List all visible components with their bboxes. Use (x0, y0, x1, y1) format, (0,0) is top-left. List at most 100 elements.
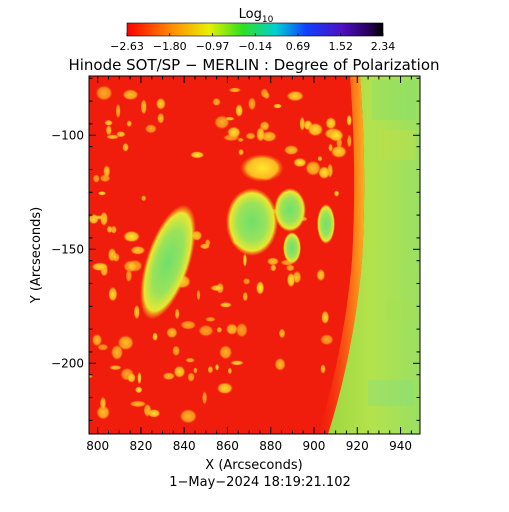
bright-patch (143, 403, 152, 418)
x-tick-label: 840 (173, 439, 196, 453)
y-tick-label: −200 (51, 356, 84, 370)
bright-patch (219, 302, 233, 308)
timestamp: 1−May−2024 18:19:21.102 (169, 475, 350, 490)
limb-edge (318, 76, 365, 434)
colorbar-tick-label: 0.69 (286, 40, 311, 53)
bright-patch (133, 304, 140, 320)
bright-patch (227, 367, 233, 375)
bright-patch (110, 344, 124, 361)
bright-patch (242, 291, 249, 302)
bright-patch (103, 165, 111, 178)
bright-patch (266, 257, 280, 266)
bright-patch (317, 155, 323, 162)
bright-patch (144, 124, 157, 134)
colorbar: Log10 −2.63 −1.80 −0.97 −0.14 0.69 1.52 2.34 (110, 7, 395, 53)
bright-patch (179, 408, 198, 424)
bright-patch (204, 238, 211, 247)
bright-patch (106, 134, 120, 140)
bright-patch (299, 116, 306, 132)
bright-patch (187, 372, 195, 382)
bright-patch (293, 157, 307, 168)
y-axis: −100 −150 −200 (51, 77, 420, 421)
bright-patch (242, 253, 247, 268)
x-tick-label: 940 (389, 439, 412, 453)
bright-patch (255, 280, 265, 295)
bright-patch (201, 390, 208, 405)
x-tick-label: 880 (259, 439, 282, 453)
bright-patch (285, 264, 295, 272)
bright-patch (166, 327, 178, 339)
bright-patch (185, 357, 196, 363)
bright-patch (122, 142, 129, 152)
bright-patch (137, 371, 142, 385)
x-tick-label: 820 (129, 439, 152, 453)
bright-patch (115, 103, 121, 119)
bright-patch (230, 360, 244, 366)
bright-patch (77, 374, 87, 385)
bright-patch (212, 97, 221, 107)
bright-patch (346, 134, 352, 148)
bright-patch (320, 364, 326, 374)
bright-patch (190, 151, 205, 159)
bright-patch (174, 308, 180, 320)
bright-patch (216, 326, 223, 333)
bright-patch (238, 148, 245, 156)
bright-patch (104, 119, 113, 126)
bright-patch (247, 97, 257, 111)
bright-patch (237, 137, 244, 143)
bright-patch (235, 103, 244, 118)
bright-patch (228, 87, 242, 93)
bright-patch (227, 126, 241, 139)
bright-patch (125, 269, 133, 283)
bright-patch (99, 396, 107, 411)
bright-patch (157, 112, 165, 124)
bright-patch (99, 211, 109, 227)
bright-patch (130, 245, 146, 255)
bright-patch (108, 286, 118, 302)
bright-patch (245, 132, 256, 140)
spot-top-cluster (240, 154, 284, 182)
bright-patch (263, 91, 270, 100)
bright-patch (278, 328, 286, 339)
spot-center (226, 188, 278, 256)
x-axis: 800 820 840 860 880 900 920 940 (86, 76, 412, 453)
bright-patch (346, 114, 352, 127)
x-tick-label: 860 (216, 439, 239, 453)
bright-patch (97, 343, 109, 351)
bright-patch (123, 230, 141, 243)
active-region-spots (140, 154, 335, 320)
spot-large-left (140, 204, 196, 320)
bright-patch (270, 264, 277, 272)
bright-patch (207, 365, 214, 374)
bright-patch (96, 405, 111, 420)
bright-patch (129, 400, 147, 408)
bright-patch (204, 316, 216, 322)
bright-patch (109, 365, 122, 371)
bright-patch (320, 334, 334, 346)
bright-patch (152, 332, 158, 342)
heatmap-image (77, 76, 420, 434)
bright-patch (225, 323, 238, 336)
spot-right (317, 204, 335, 244)
colorbar-tick-label: −0.97 (196, 40, 230, 53)
bright-patch (325, 117, 337, 130)
bright-patch (92, 174, 100, 183)
x-axis-label: X (Arcseconds) (205, 458, 302, 473)
bright-patch (123, 260, 138, 273)
off-disk-texture (368, 80, 416, 406)
bright-patch (215, 363, 220, 371)
y-tick-label: −100 (51, 128, 84, 142)
colorbar-tick-label: −0.14 (238, 40, 272, 53)
bright-patch (116, 131, 126, 138)
y-tick-label: −150 (51, 242, 84, 256)
off-disk-region (328, 76, 420, 434)
bright-patch (242, 277, 251, 285)
bright-patch (318, 166, 331, 180)
colorbar-tick-label: 1.52 (329, 40, 354, 53)
bright-patch (126, 120, 133, 128)
bright-patch (333, 190, 340, 197)
bright-patch (216, 382, 234, 395)
bright-patch (330, 145, 347, 159)
bright-patch (162, 372, 176, 381)
y-axis-label: Y (Arcseconds) (29, 207, 44, 304)
